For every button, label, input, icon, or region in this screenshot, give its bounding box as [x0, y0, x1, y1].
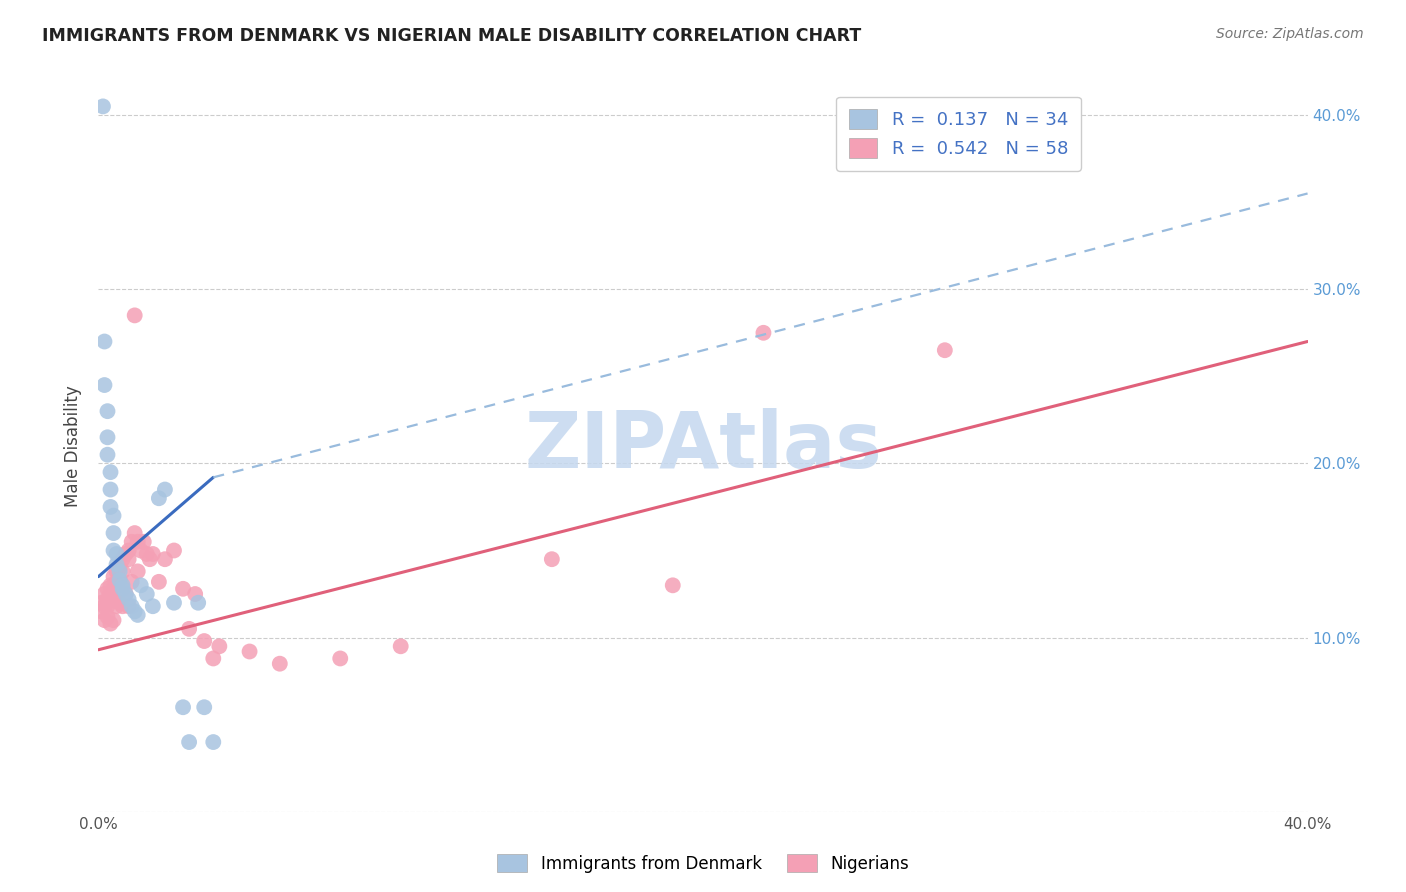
Legend: Immigrants from Denmark, Nigerians: Immigrants from Denmark, Nigerians [491, 847, 915, 880]
Point [129, 578, 152, 592]
Point [96, 592, 118, 607]
Point [124, 309, 146, 323]
Point [139, 552, 162, 566]
Point [135, 547, 157, 561]
Point [111, 599, 134, 614]
Point [105, 574, 128, 589]
Point [105, 558, 128, 572]
Point [153, 552, 176, 566]
Point [129, 543, 152, 558]
Point [103, 613, 125, 627]
Point [179, 622, 201, 636]
Point [184, 587, 207, 601]
Point [389, 640, 412, 654]
Point [90, 604, 112, 618]
Point [127, 607, 149, 622]
Legend: R =  0.137   N = 34, R =  0.542   N = 58: R = 0.137 N = 34, R = 0.542 N = 58 [837, 96, 1081, 170]
Point [118, 592, 141, 607]
Point [103, 508, 125, 523]
Point [121, 599, 143, 614]
Point [100, 465, 122, 479]
Point [329, 651, 352, 665]
Point [121, 534, 143, 549]
Point [96, 404, 118, 418]
Point [202, 651, 225, 665]
Point [111, 578, 134, 592]
Point [934, 343, 956, 358]
Point [172, 582, 194, 596]
Point [100, 483, 122, 497]
Point [163, 543, 186, 558]
Point [96, 599, 118, 614]
Point [118, 552, 141, 566]
Point [114, 547, 136, 561]
Point [135, 587, 157, 601]
Point [148, 491, 170, 506]
Point [142, 547, 165, 561]
Point [100, 587, 122, 601]
Point [108, 573, 131, 587]
Point [100, 500, 122, 514]
Point [121, 574, 143, 589]
Text: ZIPAtlas: ZIPAtlas [524, 408, 882, 484]
Point [163, 596, 186, 610]
Point [91, 99, 114, 113]
Point [103, 569, 125, 583]
Point [93, 587, 115, 601]
Point [193, 700, 215, 714]
Point [187, 596, 209, 610]
Point [114, 587, 136, 601]
Point [127, 534, 149, 549]
Point [108, 561, 131, 575]
Point [202, 735, 225, 749]
Point [105, 599, 128, 614]
Point [103, 543, 125, 558]
Point [105, 565, 128, 579]
Point [111, 552, 134, 566]
Point [114, 587, 136, 601]
Point [179, 735, 201, 749]
Point [142, 599, 165, 614]
Point [124, 526, 146, 541]
Point [148, 574, 170, 589]
Point [752, 326, 775, 340]
Point [108, 573, 131, 587]
Point [93, 378, 115, 392]
Point [661, 578, 683, 592]
Point [103, 592, 125, 607]
Point [127, 565, 149, 579]
Point [103, 582, 125, 596]
Point [132, 534, 155, 549]
Point [96, 609, 118, 624]
Point [103, 526, 125, 541]
Point [269, 657, 291, 671]
Point [193, 634, 215, 648]
Point [239, 644, 262, 658]
Text: Source: ZipAtlas.com: Source: ZipAtlas.com [1216, 27, 1364, 41]
Point [108, 596, 131, 610]
Point [96, 582, 118, 596]
Point [118, 543, 141, 558]
Point [172, 700, 194, 714]
Text: IMMIGRANTS FROM DENMARK VS NIGERIAN MALE DISABILITY CORRELATION CHART: IMMIGRANTS FROM DENMARK VS NIGERIAN MALE… [42, 27, 862, 45]
Point [153, 483, 176, 497]
Point [124, 604, 146, 618]
Point [108, 565, 131, 579]
Point [118, 599, 141, 614]
Point [96, 448, 118, 462]
Point [111, 582, 134, 596]
Point [100, 578, 122, 592]
Point [111, 565, 134, 579]
Point [93, 599, 115, 614]
Point [93, 613, 115, 627]
Point [90, 596, 112, 610]
Y-axis label: Male Disability: Male Disability [65, 385, 83, 507]
Point [208, 640, 231, 654]
Point [105, 547, 128, 561]
Point [540, 552, 562, 566]
Point [93, 334, 115, 349]
Point [96, 430, 118, 444]
Point [100, 616, 122, 631]
